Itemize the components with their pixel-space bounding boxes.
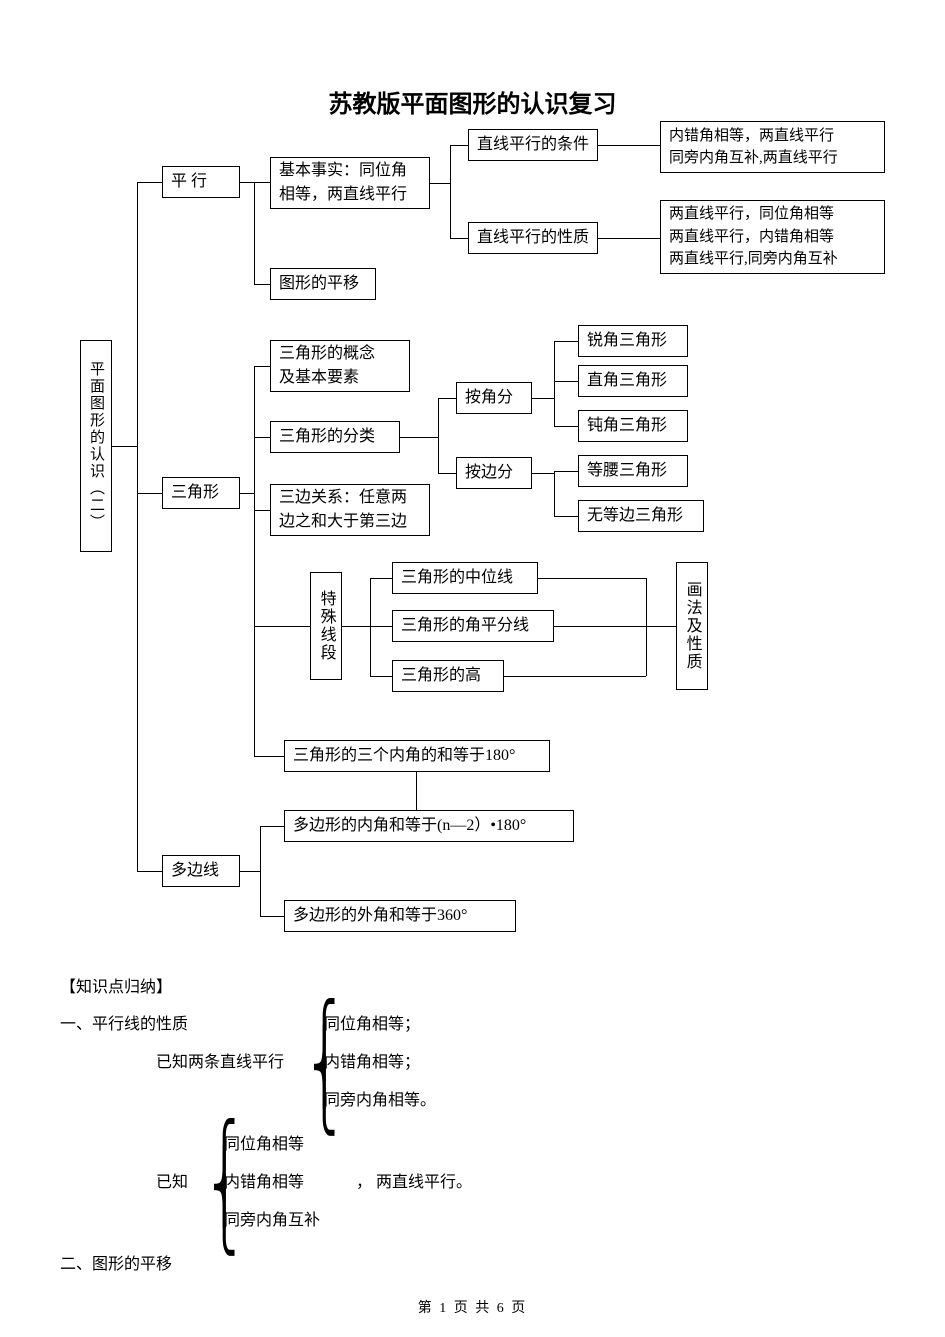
node-gao: 三角形的高 bbox=[392, 660, 504, 692]
node-root: 平面图形的认识（二） bbox=[80, 340, 112, 552]
edge bbox=[254, 437, 270, 438]
node-sanbian: 三边关系：任意两 边之和大于第三边 bbox=[270, 484, 430, 536]
edge bbox=[532, 473, 554, 474]
node-tiaojian-detail: 内错角相等，两直线平行 同旁内角互补,两直线平行 bbox=[660, 121, 885, 173]
section-1: 一、平行线的性质 bbox=[60, 1012, 188, 1038]
section-heading: 【知识点归纳】 bbox=[60, 975, 172, 1001]
node-sanjiaoxing: 三角形 bbox=[162, 477, 240, 509]
edge bbox=[438, 473, 456, 474]
edge bbox=[254, 510, 270, 511]
node-xingzhi: 直线平行的性质 bbox=[468, 222, 598, 254]
node-anbian: 按边分 bbox=[456, 457, 532, 489]
node-wudengbian: 无等边三角形 bbox=[578, 500, 704, 532]
node-pingyi: 图形的平移 bbox=[270, 268, 376, 300]
edge bbox=[260, 826, 284, 827]
edge bbox=[342, 626, 370, 627]
edge bbox=[370, 626, 392, 627]
node-xingzhi-detail: 两直线平行，同位角相等 两直线平行，内错角相等 两直线平行,同旁内角互补 bbox=[660, 200, 885, 274]
edge bbox=[254, 284, 270, 285]
edge bbox=[260, 826, 261, 916]
s2-a: 同位角相等 bbox=[224, 1132, 304, 1158]
edge bbox=[370, 578, 392, 579]
edge bbox=[240, 493, 254, 494]
edge bbox=[254, 182, 270, 183]
node-dunjiao: 钝角三角形 bbox=[578, 410, 688, 442]
edge bbox=[112, 446, 137, 447]
node-db-neijiao: 多边形的内角和等于(n—2）•180° bbox=[284, 810, 574, 842]
edge bbox=[240, 871, 260, 872]
s1-b: 内错角相等； bbox=[324, 1050, 420, 1076]
node-teshu: 特殊线段 bbox=[310, 572, 342, 680]
edge bbox=[554, 341, 578, 342]
edge bbox=[598, 238, 660, 239]
node-neijiao180: 三角形的三个内角的和等于180° bbox=[284, 740, 550, 772]
edge bbox=[240, 182, 254, 183]
section-3: 二、图形的平移 bbox=[60, 1252, 172, 1278]
node-anjiao: 按角分 bbox=[456, 382, 532, 414]
edge bbox=[416, 772, 417, 810]
edge bbox=[450, 145, 468, 146]
edge bbox=[554, 341, 555, 426]
edge bbox=[554, 471, 555, 516]
node-zhongwei: 三角形的中位线 bbox=[392, 562, 538, 594]
edge bbox=[370, 578, 371, 676]
node-zhijiao: 直角三角形 bbox=[578, 365, 688, 397]
node-db-waijiao: 多边形的外角和等于360° bbox=[284, 900, 516, 932]
edge bbox=[538, 578, 646, 579]
s1-c: 同旁内角相等。 bbox=[324, 1088, 436, 1114]
page-title: 苏教版平面图形的认识复习 bbox=[0, 84, 945, 119]
edge bbox=[254, 366, 270, 367]
node-jiaopingfen: 三角形的角平分线 bbox=[392, 610, 554, 642]
edge bbox=[646, 578, 647, 676]
node-pingxing: 平 行 bbox=[162, 166, 240, 198]
edge bbox=[370, 676, 392, 677]
edge bbox=[260, 916, 284, 917]
edge bbox=[137, 493, 162, 494]
node-dengyao: 等腰三角形 bbox=[578, 455, 688, 487]
edge bbox=[554, 626, 646, 627]
node-huafa: 画法及性质 bbox=[676, 562, 708, 690]
edge bbox=[438, 398, 456, 399]
edge bbox=[646, 626, 676, 627]
edge bbox=[438, 398, 439, 473]
s1-known: 已知两条直线平行 bbox=[156, 1050, 284, 1076]
page: 苏教版平面图形的认识复习 平面图形的认识（二） 平 行 三角形 多边线 基本事实… bbox=[0, 0, 945, 1337]
edge bbox=[554, 516, 578, 517]
edge bbox=[137, 182, 162, 183]
s1-a: 同位角相等； bbox=[324, 1012, 420, 1038]
edge bbox=[504, 676, 646, 677]
s2-known: 已知 bbox=[156, 1170, 188, 1196]
page-footer: 第 1 页 共 6 页 bbox=[0, 1297, 945, 1317]
edge bbox=[400, 437, 438, 438]
edge bbox=[254, 756, 284, 757]
edge bbox=[554, 426, 578, 427]
node-fenlei: 三角形的分类 bbox=[270, 421, 400, 453]
node-jiben: 基本事实：同位角 相等，两直线平行 bbox=[270, 157, 430, 209]
edge bbox=[430, 183, 450, 184]
edge bbox=[137, 182, 138, 871]
node-tiaojian: 直线平行的条件 bbox=[468, 129, 598, 161]
edge bbox=[137, 871, 162, 872]
edge bbox=[598, 145, 660, 146]
edge bbox=[554, 471, 578, 472]
node-ruijiao: 锐角三角形 bbox=[578, 325, 688, 357]
node-gainian: 三角形的概念 及基本要素 bbox=[270, 340, 410, 392]
s2-c: 同旁内角互补 bbox=[224, 1208, 320, 1234]
edge bbox=[450, 145, 451, 238]
edge bbox=[254, 182, 255, 284]
s2-b: 内错角相等 bbox=[224, 1170, 304, 1196]
edge bbox=[554, 381, 578, 382]
edge bbox=[254, 626, 310, 627]
edge bbox=[532, 398, 554, 399]
edge bbox=[450, 238, 468, 239]
edge bbox=[254, 366, 255, 756]
node-duobianxian: 多边线 bbox=[162, 855, 240, 887]
s2-tail: ， 两直线平行。 bbox=[356, 1170, 472, 1196]
